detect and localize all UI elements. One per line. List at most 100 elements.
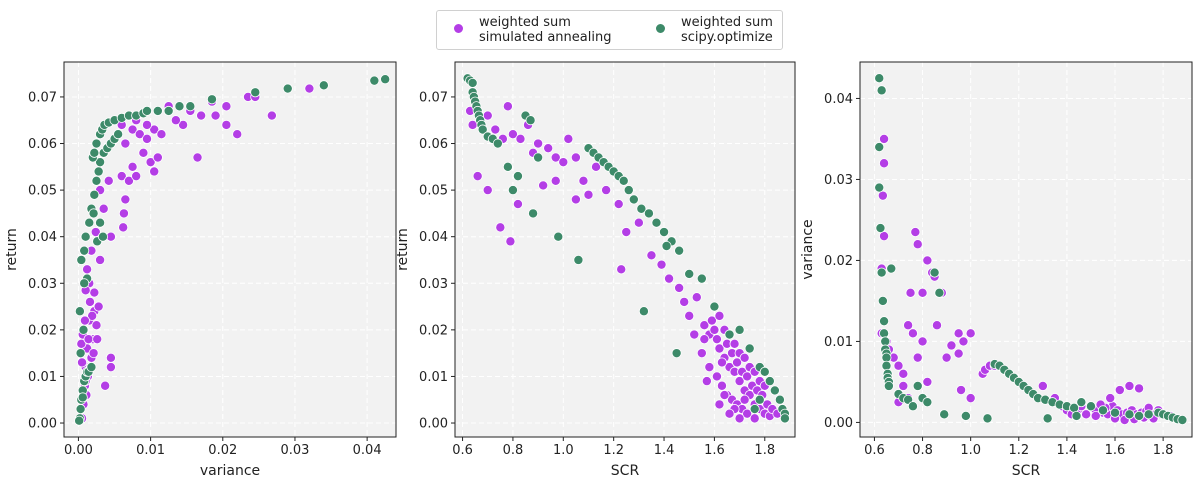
data-point bbox=[91, 175, 102, 186]
data-point bbox=[221, 101, 232, 112]
x-axis-label: SCR bbox=[1012, 463, 1041, 479]
data-point bbox=[127, 161, 138, 172]
x-tick-label: 1.6 bbox=[1105, 443, 1126, 458]
data-point bbox=[75, 404, 86, 415]
data-point bbox=[120, 138, 131, 149]
data-point bbox=[1114, 385, 1125, 396]
data-point bbox=[98, 203, 109, 214]
data-point bbox=[960, 410, 971, 421]
data-point bbox=[583, 189, 594, 200]
data-point bbox=[749, 413, 760, 424]
plot-area bbox=[860, 62, 1192, 437]
data-point bbox=[714, 310, 725, 321]
y-tick-label: 0.06 bbox=[28, 137, 57, 152]
data-point bbox=[74, 415, 85, 426]
data-point bbox=[505, 236, 516, 247]
y-tick-label: 0.03 bbox=[28, 277, 57, 292]
data-point bbox=[905, 287, 916, 298]
data-point bbox=[77, 357, 88, 368]
data-point bbox=[749, 404, 760, 415]
data-point bbox=[636, 203, 647, 214]
data-point bbox=[739, 394, 750, 405]
data-point bbox=[699, 320, 710, 331]
data-point bbox=[141, 105, 152, 116]
data-point bbox=[138, 147, 149, 158]
data-point bbox=[638, 306, 649, 317]
y-tick-label: 0.03 bbox=[824, 173, 853, 188]
x-tick-label: 0.8 bbox=[503, 443, 524, 458]
data-point bbox=[917, 287, 928, 298]
data-point bbox=[982, 413, 993, 424]
legend-marker-simulated-annealing bbox=[453, 23, 464, 34]
data-point bbox=[877, 190, 888, 201]
data-point bbox=[883, 380, 894, 391]
data-point bbox=[482, 185, 493, 196]
data-point bbox=[912, 239, 923, 250]
data-point bbox=[477, 124, 488, 135]
data-point bbox=[664, 273, 675, 284]
data-point bbox=[893, 360, 904, 371]
data-point bbox=[1124, 380, 1135, 391]
data-point bbox=[922, 376, 933, 387]
data-point bbox=[879, 231, 890, 242]
legend-item-simulated-annealing: weighted sum simulated annealing bbox=[453, 15, 611, 45]
data-point bbox=[739, 352, 750, 363]
data-point bbox=[711, 334, 722, 345]
y-tick-label: 0.04 bbox=[824, 92, 853, 107]
data-point bbox=[719, 390, 730, 401]
x-tick-label: 0.6 bbox=[864, 443, 885, 458]
data-point bbox=[659, 227, 670, 238]
data-point bbox=[369, 75, 380, 86]
data-point bbox=[95, 157, 106, 168]
data-point bbox=[502, 161, 513, 172]
x-tick-label: 1.4 bbox=[654, 443, 675, 458]
data-point bbox=[898, 368, 909, 379]
data-point bbox=[206, 94, 217, 105]
data-point bbox=[467, 77, 478, 88]
x-tick-label: 0.6 bbox=[452, 443, 473, 458]
y-tick-label: 0.00 bbox=[28, 417, 57, 432]
data-point bbox=[931, 320, 942, 331]
data-point bbox=[76, 254, 87, 265]
data-point bbox=[734, 376, 745, 387]
data-point bbox=[1097, 405, 1108, 416]
data-point bbox=[734, 413, 745, 424]
data-point bbox=[696, 348, 707, 359]
data-point bbox=[1037, 380, 1048, 391]
data-point bbox=[141, 133, 152, 144]
data-point bbox=[754, 394, 765, 405]
data-point bbox=[553, 231, 564, 242]
data-point bbox=[1105, 393, 1116, 404]
data-point bbox=[550, 152, 561, 163]
data-point bbox=[495, 222, 506, 233]
x-tick-label: 0.02 bbox=[208, 443, 237, 458]
data-point bbox=[232, 129, 243, 140]
data-point bbox=[515, 133, 526, 144]
data-point bbox=[912, 380, 923, 391]
data-point bbox=[250, 87, 261, 98]
data-point bbox=[75, 348, 86, 359]
y-axis-label: variance bbox=[800, 219, 816, 279]
data-point bbox=[116, 171, 127, 182]
legend-label-sp-line1: weighted sum bbox=[681, 15, 773, 30]
series-scipy-optimize bbox=[462, 73, 790, 424]
data-point bbox=[877, 295, 888, 306]
data-point bbox=[953, 328, 964, 339]
data-point bbox=[578, 175, 589, 186]
data-point bbox=[113, 129, 124, 140]
y-tick-label: 0.04 bbox=[28, 230, 57, 245]
data-point bbox=[123, 175, 134, 186]
data-point bbox=[621, 227, 632, 238]
x-tick-label: 0.00 bbox=[64, 443, 93, 458]
data-point bbox=[744, 343, 755, 354]
data-point bbox=[934, 287, 945, 298]
plot-frame bbox=[454, 61, 796, 438]
data-point bbox=[127, 124, 138, 135]
data-point bbox=[472, 171, 483, 182]
x-axis-label: variance bbox=[200, 463, 260, 479]
y-tick-label: 0.05 bbox=[28, 184, 57, 199]
data-point bbox=[907, 328, 918, 339]
data-point bbox=[1134, 383, 1145, 394]
data-point bbox=[1085, 401, 1096, 412]
